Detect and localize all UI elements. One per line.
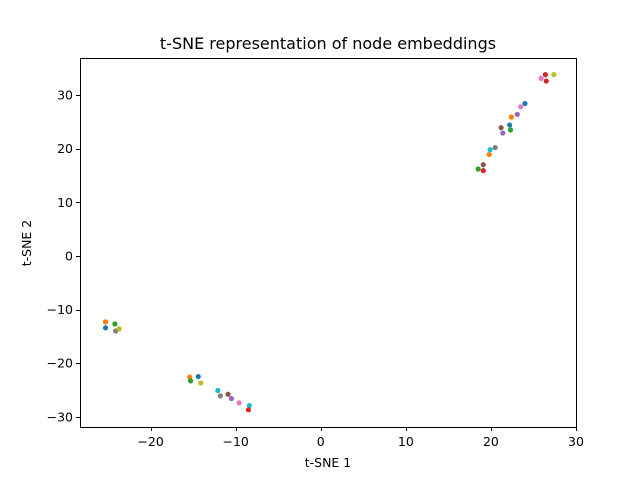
scatter-point <box>538 75 544 81</box>
points-layer <box>102 72 557 413</box>
scatter-point <box>475 166 481 172</box>
scatter-point <box>551 72 557 78</box>
x-axis-label: t-SNE 1 <box>305 455 352 470</box>
y-tick-label: 0 <box>65 248 73 263</box>
y-tick-label: 20 <box>57 141 73 156</box>
scatter-point <box>480 168 486 174</box>
scatter-point <box>487 147 493 153</box>
scatter-point <box>116 326 122 332</box>
scatter-point <box>514 111 520 117</box>
y-tick-label: −30 <box>47 409 73 424</box>
scatter-point <box>542 72 548 78</box>
y-axis: −30 −20 −10 0 10 20 30 <box>47 88 80 424</box>
scatter-point <box>508 114 514 120</box>
scatter-point <box>198 380 204 386</box>
scatter-point <box>507 122 513 128</box>
y-tick-label: 30 <box>57 88 73 103</box>
scatter-point <box>112 321 118 327</box>
scatter-point <box>500 130 506 136</box>
scatter-point <box>480 162 486 168</box>
x-tick-label: −10 <box>222 434 248 449</box>
y-axis-label: t-SNE 2 <box>19 220 34 267</box>
x-tick-label: 30 <box>568 434 584 449</box>
scatter-point <box>486 151 492 158</box>
x-tick-label: 0 <box>317 434 325 449</box>
scatter-point <box>245 407 252 413</box>
scatter-point <box>102 325 109 331</box>
axes-frame <box>80 58 577 428</box>
scatter-point <box>543 78 549 84</box>
chart-title: t-SNE representation of node embeddings <box>160 34 496 53</box>
y-tick-label: −10 <box>47 302 73 317</box>
y-tick-label: −20 <box>47 356 73 371</box>
scatter-point <box>522 100 528 107</box>
x-tick-label: 10 <box>398 434 414 449</box>
scatter-point <box>102 319 109 325</box>
scatter-point <box>236 400 242 406</box>
scatter-point <box>188 378 194 384</box>
scatter-point <box>518 104 524 110</box>
x-tick-label: −20 <box>137 434 163 449</box>
y-tick-label: 10 <box>57 195 73 210</box>
scatter-point <box>507 127 514 133</box>
scatter-point <box>215 387 221 394</box>
scatter-point <box>217 393 223 399</box>
x-tick-label: 20 <box>483 434 499 449</box>
scatter-point <box>195 373 201 380</box>
scatter-point <box>228 395 235 402</box>
scatter-point <box>225 391 231 397</box>
scatter-point <box>492 144 498 151</box>
scatter-point <box>246 402 252 409</box>
scatter-point <box>498 125 504 131</box>
x-axis: −20 −10 0 10 20 30 <box>137 427 584 449</box>
